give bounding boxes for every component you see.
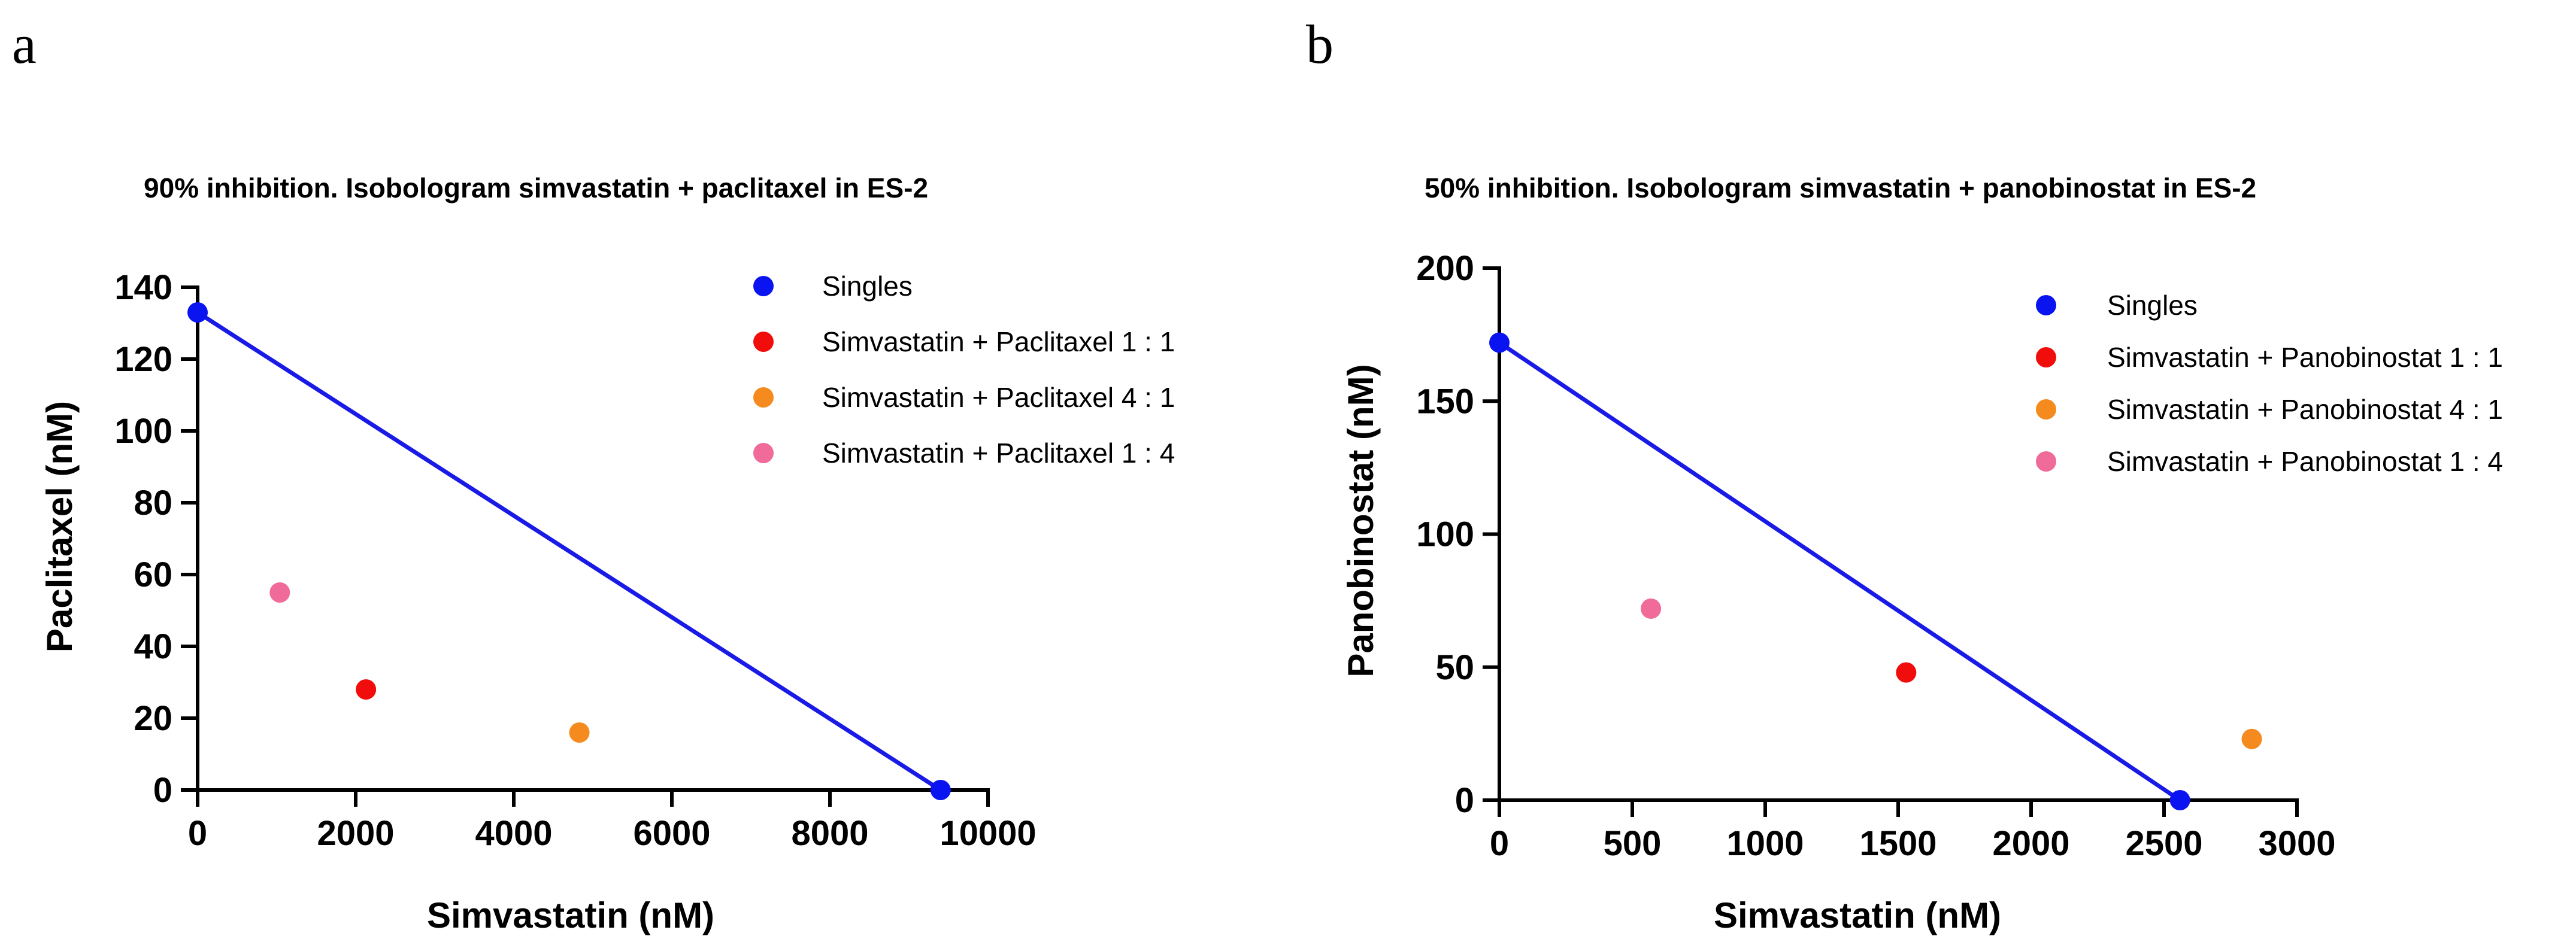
y-tick-label: 0 bbox=[153, 771, 172, 810]
legend-marker bbox=[753, 332, 774, 352]
y-tick-label: 120 bbox=[114, 340, 172, 379]
y-tick-label: 0 bbox=[1455, 781, 1474, 820]
data-point bbox=[1641, 598, 1662, 619]
y-tick-label: 50 bbox=[1435, 648, 1474, 687]
chart-title: 50% inhibition. Isobologram simvastatin … bbox=[1425, 172, 2256, 203]
x-tick-label: 2500 bbox=[2125, 824, 2202, 863]
chart-panel-b: b 50% inhibition. Isobologram simvastati… bbox=[1288, 0, 2576, 948]
legend-marker bbox=[753, 443, 774, 463]
data-point bbox=[269, 582, 290, 603]
panel-label: a bbox=[12, 14, 37, 75]
additivity-line bbox=[1498, 341, 2181, 802]
y-axis-label: Panobinostat (nM) bbox=[1341, 364, 1381, 677]
legend-label: Simvastatin + Panobinostat 4 : 1 bbox=[2107, 394, 2503, 425]
y-tick-label: 60 bbox=[134, 555, 172, 594]
additivity-line bbox=[196, 311, 942, 792]
y-tick-label: 150 bbox=[1416, 382, 1474, 421]
panel-label: b bbox=[1306, 14, 1334, 75]
data-point bbox=[2241, 728, 2262, 749]
legend-marker bbox=[753, 276, 774, 296]
x-tick-label: 1500 bbox=[1859, 824, 1936, 863]
legend-label: Simvastatin + Paclitaxel 4 : 1 bbox=[822, 382, 1175, 413]
data-point bbox=[569, 722, 590, 743]
y-tick-label: 100 bbox=[114, 412, 172, 451]
data-point bbox=[356, 679, 377, 700]
legend-label: Simvastatin + Paclitaxel 1 : 4 bbox=[822, 437, 1175, 469]
y-tick-label: 200 bbox=[1416, 249, 1474, 288]
x-tick-label: 8000 bbox=[791, 814, 868, 853]
isobologram-chart-a: a 90% inhibition. Isobologram simvastati… bbox=[12, 14, 1175, 935]
legend-label: Simvastatin + Paclitaxel 1 : 1 bbox=[822, 326, 1175, 357]
legend-marker bbox=[2036, 399, 2056, 420]
y-tick-label: 20 bbox=[134, 699, 172, 738]
data-point bbox=[1896, 662, 1917, 683]
x-tick-label: 10000 bbox=[940, 814, 1036, 853]
x-axis-label: Simvastatin (nM) bbox=[1714, 895, 2001, 935]
legend-marker bbox=[2036, 347, 2056, 367]
data-point bbox=[2169, 790, 2190, 810]
x-tick-label: 4000 bbox=[475, 814, 552, 853]
isobologram-chart-b: b 50% inhibition. Isobologram simvastati… bbox=[1306, 14, 2503, 935]
x-tick-label: 2000 bbox=[1992, 824, 2069, 863]
legend-label: Singles bbox=[822, 271, 913, 302]
legend-label: Singles bbox=[2107, 290, 2198, 321]
chart-title: 90% inhibition. Isobologram simvastatin … bbox=[144, 172, 928, 203]
data-point bbox=[187, 302, 208, 323]
x-tick-label: 0 bbox=[1490, 824, 1509, 863]
x-tick-label: 500 bbox=[1604, 824, 1662, 863]
x-tick-label: 3000 bbox=[2258, 824, 2335, 863]
y-axis-label: Paclitaxel (nM) bbox=[40, 401, 80, 652]
y-tick-label: 80 bbox=[134, 484, 172, 522]
legend-label: Simvastatin + Panobinostat 1 : 1 bbox=[2107, 342, 2503, 373]
y-tick-label: 100 bbox=[1416, 515, 1474, 554]
legend-marker bbox=[2036, 451, 2056, 472]
chart-panel-a: a 90% inhibition. Isobologram simvastati… bbox=[12, 14, 1175, 935]
data-point bbox=[930, 780, 951, 800]
legend-marker bbox=[753, 387, 774, 408]
y-tick-label: 140 bbox=[114, 268, 172, 307]
x-axis-label: Simvastatin (nM) bbox=[427, 895, 714, 935]
x-tick-label: 1000 bbox=[1726, 824, 1804, 863]
data-point bbox=[1489, 332, 1510, 353]
y-tick-label: 40 bbox=[134, 627, 172, 666]
legend-label: Simvastatin + Panobinostat 1 : 4 bbox=[2107, 446, 2503, 477]
legend-marker bbox=[2036, 295, 2056, 315]
x-tick-label: 2000 bbox=[317, 814, 394, 853]
x-tick-label: 0 bbox=[188, 814, 207, 853]
x-tick-label: 6000 bbox=[633, 814, 710, 853]
